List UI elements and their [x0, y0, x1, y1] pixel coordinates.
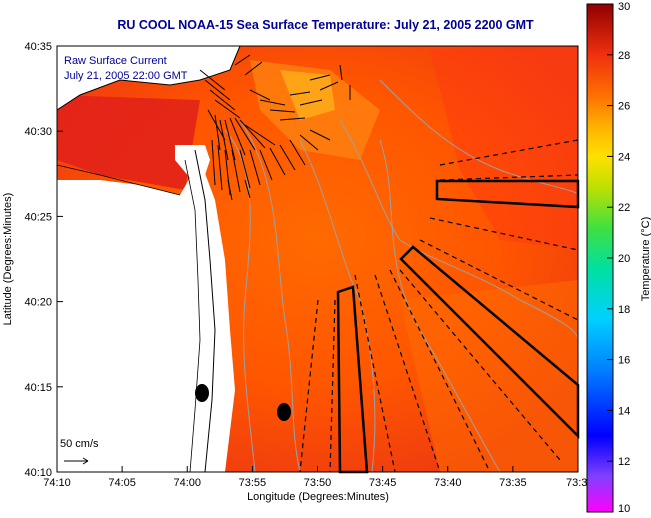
colorbar-tick-label: 18: [618, 304, 630, 316]
y-tick-label: 40:35: [24, 41, 52, 53]
x-tick-label: 74:05: [108, 477, 136, 489]
scale-arrow: [64, 457, 89, 465]
y-axis-ticks: 40:35 40:30 40:25 40:20 40:15 40:10: [24, 41, 63, 479]
colorbar-ticks: 30 28 26 24 22 20 18 16 14 12 10: [607, 1, 630, 515]
x-tick-label: 73:35: [499, 477, 527, 489]
colorbar-tick-label: 30: [618, 1, 630, 13]
land-coast: [57, 160, 235, 472]
x-tick-label: 74:10: [43, 477, 71, 489]
x-axis-ticks: 74:10 74:05 74:00 73:55 73:50 73:45 73:40 73:35…: [43, 466, 587, 489]
colorbar-tick-label: 28: [618, 50, 630, 62]
colorbar-tick-label: 22: [618, 202, 630, 214]
legend-date: July 21, 2005 22:00 GMT: [64, 70, 188, 82]
y-tick-label: 40:10: [24, 467, 52, 479]
transect-lines: [299, 139, 579, 473]
current-vectors: [199, 54, 351, 201]
y-tick-label: 40:25: [24, 211, 52, 223]
colorbar-label: Temperature (°C): [640, 217, 651, 301]
x-tick-label: 73:50: [304, 477, 332, 489]
colorbar-tick-label: 16: [618, 355, 630, 367]
hot-patch: [430, 50, 578, 250]
colorbar-tick-label: 14: [618, 405, 630, 417]
x-tick-label: 73:3: [566, 477, 587, 489]
colorbar-tick-label: 12: [618, 456, 630, 468]
x-tick-label: 73:55: [239, 477, 267, 489]
coastline-north: [57, 46, 241, 111]
scale-label: 50 cm/s: [60, 438, 99, 450]
map-plot-area: [57, 46, 578, 472]
station-marker-1: [195, 384, 209, 402]
y-tick-label: 40:30: [24, 126, 52, 138]
colorbar-tick-label: 24: [618, 151, 630, 163]
y-tick-label: 40:15: [24, 382, 52, 394]
y-axis-label: Latitude (Degrees:Minutes): [2, 193, 14, 326]
x-tick-label: 73:40: [434, 477, 462, 489]
x-tick-label: 74:00: [173, 477, 201, 489]
x-axis-label: Longitude (Degrees:Minutes): [247, 491, 389, 503]
x-tick-label: 73:45: [369, 477, 397, 489]
y-tick-label: 40:20: [24, 297, 52, 309]
colorbar-tick-label: 20: [618, 253, 630, 265]
station-marker-2: [277, 403, 291, 421]
map-title: RU COOL NOAA-15 Sea Surface Temperature:…: [117, 18, 534, 32]
bay-hot-area: [57, 95, 200, 190]
coastline-barrier: [194, 149, 216, 472]
colorbar-tick-label: 26: [618, 101, 630, 113]
legend-title: Raw Surface Current: [64, 55, 167, 67]
land-north: [57, 46, 240, 110]
cool-patch: [280, 70, 335, 120]
colorbar-tick-label: 10: [618, 503, 630, 515]
coastline-inner: [184, 159, 201, 472]
coastline-bay: [57, 164, 181, 196]
